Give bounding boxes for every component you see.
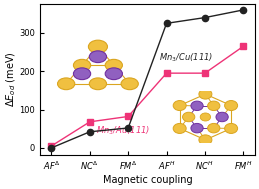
Y-axis label: $\Delta E_{od}$ (meV): $\Delta E_{od}$ (meV) [4,52,18,107]
X-axis label: Magnetic coupling: Magnetic coupling [103,175,192,185]
Text: Mn$_3$/Cu(111): Mn$_3$/Cu(111) [159,52,213,64]
Text: Mn$_3$/Au(111): Mn$_3$/Au(111) [96,125,150,137]
